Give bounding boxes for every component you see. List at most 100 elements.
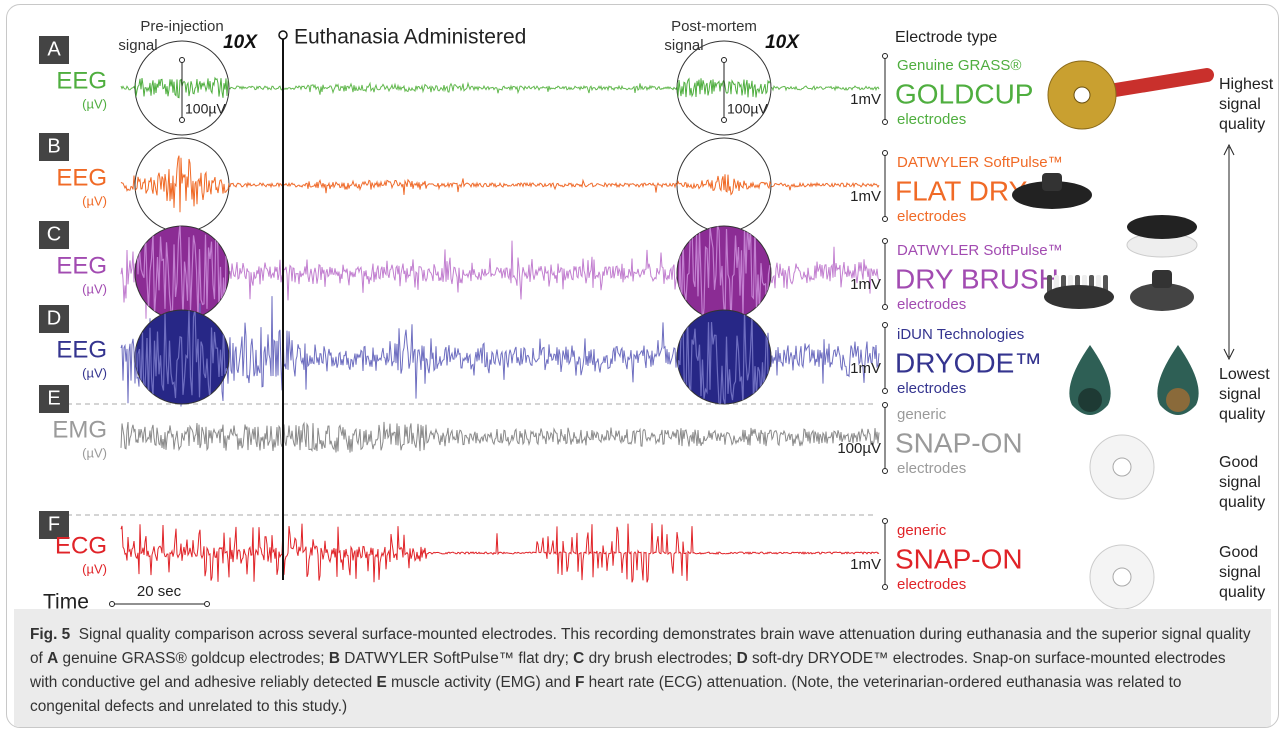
panel-letter: F bbox=[48, 513, 60, 535]
inset-label: signal bbox=[664, 37, 703, 54]
panel-letter-box bbox=[39, 36, 69, 64]
quality-label: Good bbox=[1219, 454, 1258, 471]
scale-end bbox=[882, 402, 888, 408]
dry-brush-knob bbox=[1152, 270, 1172, 288]
scale-end bbox=[882, 216, 888, 222]
scale-end bbox=[179, 117, 185, 123]
inset-label: Post-mortem bbox=[671, 18, 757, 35]
dry-brush bbox=[1044, 285, 1114, 309]
electrode-suffix: electrodes bbox=[897, 380, 966, 397]
caption-text: heart rate (ECG) attenuation. (Note, the… bbox=[30, 674, 1186, 715]
signal-type: EEG bbox=[56, 164, 107, 191]
panel-letter: E bbox=[47, 387, 60, 409]
caption-bold: D bbox=[736, 650, 748, 667]
panel-letter-box bbox=[39, 305, 69, 333]
quality-label: signal bbox=[1219, 564, 1261, 581]
inset-zoom: 10X bbox=[765, 32, 800, 53]
caption-bold: F bbox=[574, 674, 585, 691]
electrode-suffix: electrodes bbox=[897, 576, 966, 593]
quality-label: signal bbox=[1219, 386, 1261, 403]
scale-label: 1mV bbox=[850, 188, 881, 205]
scale-end bbox=[882, 238, 888, 244]
quality-label: signal bbox=[1219, 96, 1261, 113]
signal-trace bbox=[120, 421, 880, 453]
inset-scale: 100µV bbox=[727, 101, 768, 117]
time-scale: 20 sec bbox=[137, 583, 182, 600]
signal-unit: (µV) bbox=[82, 281, 107, 296]
electrode-name: DRY BRUSH bbox=[895, 263, 1059, 294]
scale-end bbox=[179, 57, 185, 63]
dryode-pad bbox=[1166, 388, 1190, 412]
panel-letter-box bbox=[39, 385, 69, 413]
quality-label: quality bbox=[1219, 116, 1265, 133]
scale-label: 1mV bbox=[850, 91, 881, 108]
electrode-name: SNAP-ON bbox=[895, 543, 1023, 574]
panel-letter: D bbox=[47, 307, 61, 329]
flat-dry-knob bbox=[1042, 173, 1062, 191]
caption-bold: B bbox=[328, 650, 340, 667]
caption-text: soft-dry DRYODE™ electrodes. Snap-on sur… bbox=[30, 650, 1230, 691]
scale-end bbox=[882, 150, 888, 156]
panel-letter-box bbox=[39, 221, 69, 249]
electrode-suffix: electrodes bbox=[897, 460, 966, 477]
scale-end bbox=[882, 518, 888, 524]
electrode-maker: Genuine GRASS® bbox=[897, 57, 1021, 74]
arrow-head bbox=[1223, 348, 1235, 361]
inset-trace bbox=[135, 155, 229, 213]
electrode-name: FLAT DRY bbox=[895, 175, 1028, 206]
electrode-name: DRYODE™ bbox=[895, 347, 1042, 378]
scale-end bbox=[882, 322, 888, 328]
time-label: Time bbox=[43, 591, 89, 609]
panel-letter: B bbox=[47, 135, 60, 157]
euthanasia-marker bbox=[278, 30, 288, 40]
caption-text: genuine GRASS® goldcup electrodes; bbox=[58, 650, 329, 667]
signal-type: EEG bbox=[56, 252, 107, 279]
quality-label: signal bbox=[1219, 474, 1261, 491]
signal-unit: (µV) bbox=[82, 445, 107, 460]
electrode-suffix: electrodes bbox=[897, 208, 966, 225]
signal-trace bbox=[120, 523, 880, 583]
caption-bold: A bbox=[47, 650, 59, 667]
signal-type: ECG bbox=[55, 532, 107, 559]
arrow-head bbox=[1223, 143, 1235, 156]
inset-trace bbox=[135, 226, 229, 320]
inset-circle bbox=[134, 137, 230, 233]
inset-trace bbox=[677, 310, 771, 404]
dryode-pad bbox=[1078, 388, 1102, 412]
signal-type: EMG bbox=[52, 416, 107, 443]
caption-text: DATWYLER SoftPulse™ flat dry; bbox=[339, 650, 574, 667]
inset-label: signal bbox=[118, 37, 157, 54]
scale-end bbox=[721, 117, 727, 123]
signal-unit: (µV) bbox=[82, 96, 107, 111]
electrode-maker: DATWYLER SoftPulse™ bbox=[897, 154, 1063, 171]
caption-bold: Fig. 5 bbox=[30, 626, 71, 643]
caption-text: muscle activity (EMG) and bbox=[386, 674, 575, 691]
quality-label: quality bbox=[1219, 494, 1265, 511]
scale-end bbox=[882, 388, 888, 394]
quality-label: quality bbox=[1219, 584, 1265, 601]
inset-scale: 100µV bbox=[185, 101, 226, 117]
scale-end bbox=[109, 601, 115, 607]
scale-end bbox=[882, 304, 888, 310]
caption-bold: E bbox=[376, 674, 387, 691]
caption-bold: C bbox=[573, 650, 585, 667]
scale-end bbox=[882, 119, 888, 125]
inset-zoom: 10X bbox=[223, 32, 258, 53]
scale-label: 100µV bbox=[837, 440, 881, 457]
electrode-type-header: Electrode type bbox=[895, 29, 997, 46]
snap-center bbox=[1112, 457, 1132, 477]
scale-label: 1mV bbox=[850, 276, 881, 293]
quality-label: Good bbox=[1219, 544, 1258, 561]
scale-end bbox=[721, 57, 727, 63]
goldcup-center bbox=[1073, 86, 1091, 104]
electrode-maker: DATWYLER SoftPulse™ bbox=[897, 242, 1063, 259]
scale-label: 1mV bbox=[850, 360, 881, 377]
quality-label: quality bbox=[1219, 406, 1265, 423]
electrode-maker: iDUN Technologies bbox=[897, 326, 1024, 343]
quality-label: Highest bbox=[1219, 76, 1274, 93]
flat-dry-top bbox=[1127, 215, 1197, 239]
scale-end bbox=[882, 584, 888, 590]
scale-label: 1mV bbox=[850, 556, 881, 573]
quality-label: Lowest bbox=[1219, 366, 1270, 383]
signal-type: EEG bbox=[56, 336, 107, 363]
